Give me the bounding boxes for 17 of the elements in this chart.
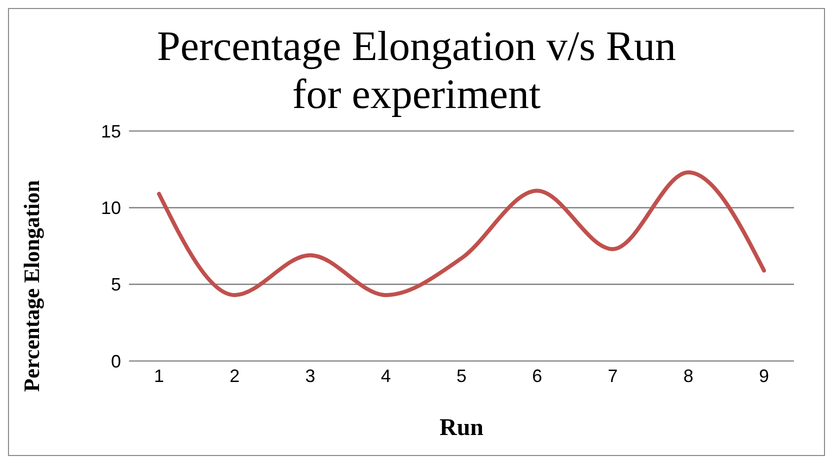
x-tick-label: 2 [230,366,240,386]
x-tick-label: 4 [380,366,391,386]
x-tick-label: 5 [456,366,467,386]
y-axis-title: Percentage Elongation [18,180,44,392]
x-tick-label: 8 [683,366,694,386]
x-tick-label: 7 [608,366,618,386]
chart-title: Percentage Elongation v/s Run for experiment [156,23,678,119]
line-series [157,170,766,298]
x-axis-title: Run [439,415,484,441]
y-tick-label: 0 [110,351,121,372]
x-tick-label: 9 [758,366,770,386]
x-tick-label: 3 [305,366,316,386]
y-tick-label: 10 [100,198,121,218]
x-tick-label: 6 [532,366,542,386]
y-tick-label: 15 [100,121,121,142]
y-tick-label: 5 [110,274,121,295]
x-tick-label: 1 [154,366,164,386]
